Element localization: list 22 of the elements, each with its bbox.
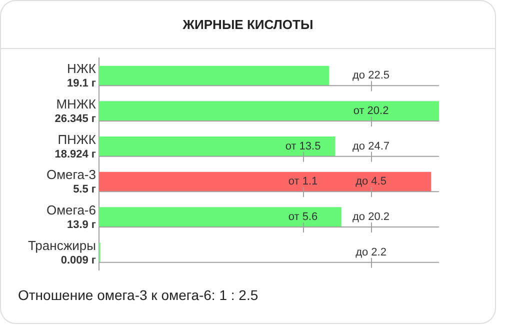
annotation: до 24.7: [352, 140, 390, 152]
annotation: до 20.2: [352, 211, 390, 224]
annotation: от 20.2: [353, 105, 389, 118]
chart-title: ЖИРНЫЕ КИСЛОТЫ: [0, 0, 496, 49]
bar: [99, 101, 439, 121]
annotation: от 13.5: [285, 140, 321, 152]
y-tick-label: Омега-3 5.5 г: [46, 167, 96, 196]
y-tick-label: ПНЖК 18.924 г: [54, 132, 96, 160]
annotation: до 4.5: [356, 176, 386, 188]
annotation: от 5.6: [288, 211, 318, 224]
y-tick-label: НЖК 19.1 г: [66, 61, 96, 90]
y-tick-label: Омега-6 13.9 г: [46, 202, 96, 232]
y-tick-label: Трансжиры 0.009 г: [28, 238, 96, 266]
bar: [99, 136, 336, 156]
annotation: до 22.5: [352, 70, 390, 82]
text: Отношение омега-3 к омега-6: 1 : 2.5: [18, 287, 258, 303]
bar: [99, 66, 330, 86]
annotation: до 2.2: [356, 246, 386, 258]
y-tick-label: МНЖК 26.345 г: [54, 96, 96, 126]
annotation: от 1.1: [288, 176, 318, 188]
bar: [99, 172, 432, 192]
bar: [99, 207, 342, 227]
